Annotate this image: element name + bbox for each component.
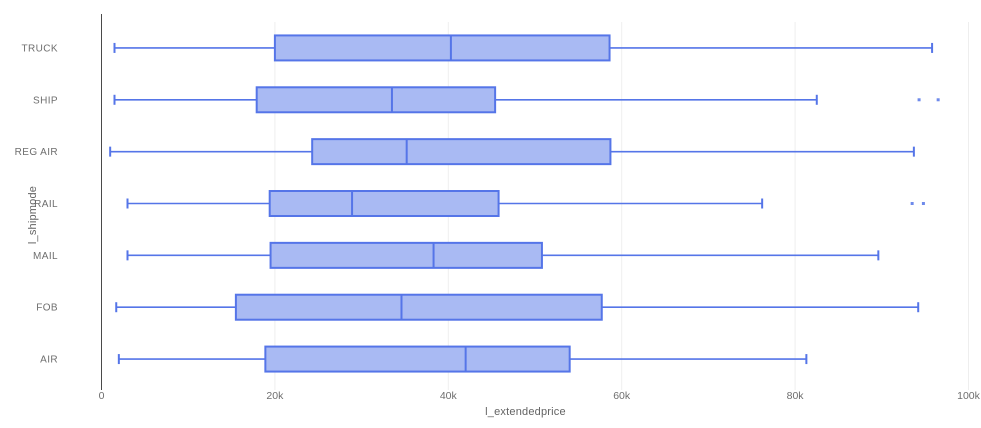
x-tick-label: 60k — [613, 390, 631, 402]
x-tick-label: 0 — [99, 390, 105, 402]
box-iqr — [269, 241, 543, 269]
box-iqr — [255, 86, 497, 114]
box-iqr — [268, 190, 500, 217]
category-label: RAIL — [34, 199, 58, 210]
outlier-point — [936, 98, 940, 102]
box-iqr — [311, 138, 612, 166]
y-axis-title: l_shipmode — [27, 185, 40, 245]
outlier-point — [917, 98, 921, 102]
category-label: SHIP — [33, 95, 58, 106]
outlier-point — [910, 202, 914, 205]
outlier-point — [921, 202, 925, 205]
category-label: MAIL — [33, 251, 58, 262]
category-label: AIR — [40, 355, 58, 366]
x-tick-label: 40k — [440, 390, 458, 402]
x-axis-title: l_extendedprice — [485, 406, 566, 418]
x-tick-label: 20k — [266, 390, 284, 402]
x-tick-label: 100k — [957, 390, 981, 402]
category-label: REG AIR — [15, 147, 58, 158]
category-label: FOB — [36, 303, 58, 314]
box-iqr — [273, 34, 611, 62]
box-iqr — [264, 345, 571, 373]
box-iqr — [234, 293, 603, 321]
category-label: TRUCK — [22, 43, 58, 54]
x-tick-label: 80k — [787, 390, 805, 402]
